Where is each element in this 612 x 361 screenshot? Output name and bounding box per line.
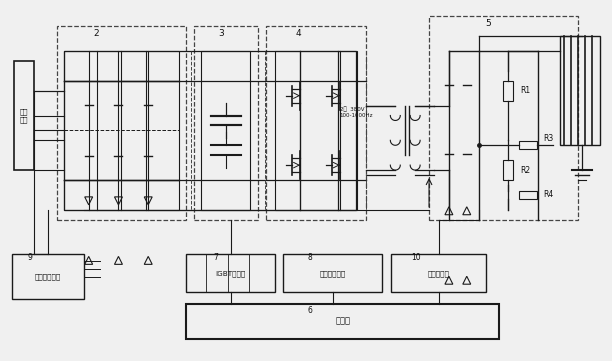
Bar bbox=[520, 141, 537, 149]
Bar bbox=[520, 191, 537, 199]
Text: 电源转换模块: 电源转换模块 bbox=[35, 273, 61, 279]
Text: R3: R3 bbox=[543, 134, 553, 143]
Bar bbox=[64, 51, 356, 210]
Text: IGBT驱动器: IGBT驱动器 bbox=[215, 270, 245, 277]
Bar bbox=[201, 51, 250, 210]
Bar bbox=[186, 304, 499, 339]
Text: R2: R2 bbox=[520, 166, 531, 175]
Bar bbox=[266, 26, 365, 220]
Text: 7: 7 bbox=[213, 253, 218, 262]
Text: 输入
电源: 输入 电源 bbox=[20, 108, 28, 123]
Bar bbox=[429, 16, 578, 220]
Bar bbox=[12, 255, 84, 299]
Bar bbox=[504, 160, 513, 180]
Bar bbox=[275, 51, 357, 210]
Text: R1: R1 bbox=[520, 86, 531, 95]
Text: R4: R4 bbox=[543, 190, 553, 199]
Bar bbox=[194, 26, 258, 220]
Text: 2相  380V
100-1000Hz: 2相 380V 100-1000Hz bbox=[340, 107, 373, 118]
Text: 3: 3 bbox=[218, 29, 223, 38]
Text: 6: 6 bbox=[308, 306, 312, 316]
Text: 8: 8 bbox=[308, 253, 312, 262]
Text: 4: 4 bbox=[295, 29, 301, 38]
Text: 10: 10 bbox=[411, 253, 421, 262]
Bar bbox=[391, 255, 485, 292]
Text: 9: 9 bbox=[28, 253, 32, 262]
Bar bbox=[283, 255, 382, 292]
Text: 5: 5 bbox=[486, 19, 491, 28]
Text: 2: 2 bbox=[94, 29, 99, 38]
Bar bbox=[57, 26, 186, 220]
Bar bbox=[186, 255, 275, 292]
Bar bbox=[560, 36, 600, 145]
Text: 控制器: 控制器 bbox=[335, 316, 350, 325]
Text: 人机交互界面: 人机交互界面 bbox=[319, 270, 346, 277]
Bar bbox=[14, 61, 34, 170]
Text: 信号变换器: 信号变换器 bbox=[428, 270, 450, 277]
Bar bbox=[504, 81, 513, 101]
Bar bbox=[64, 51, 179, 210]
